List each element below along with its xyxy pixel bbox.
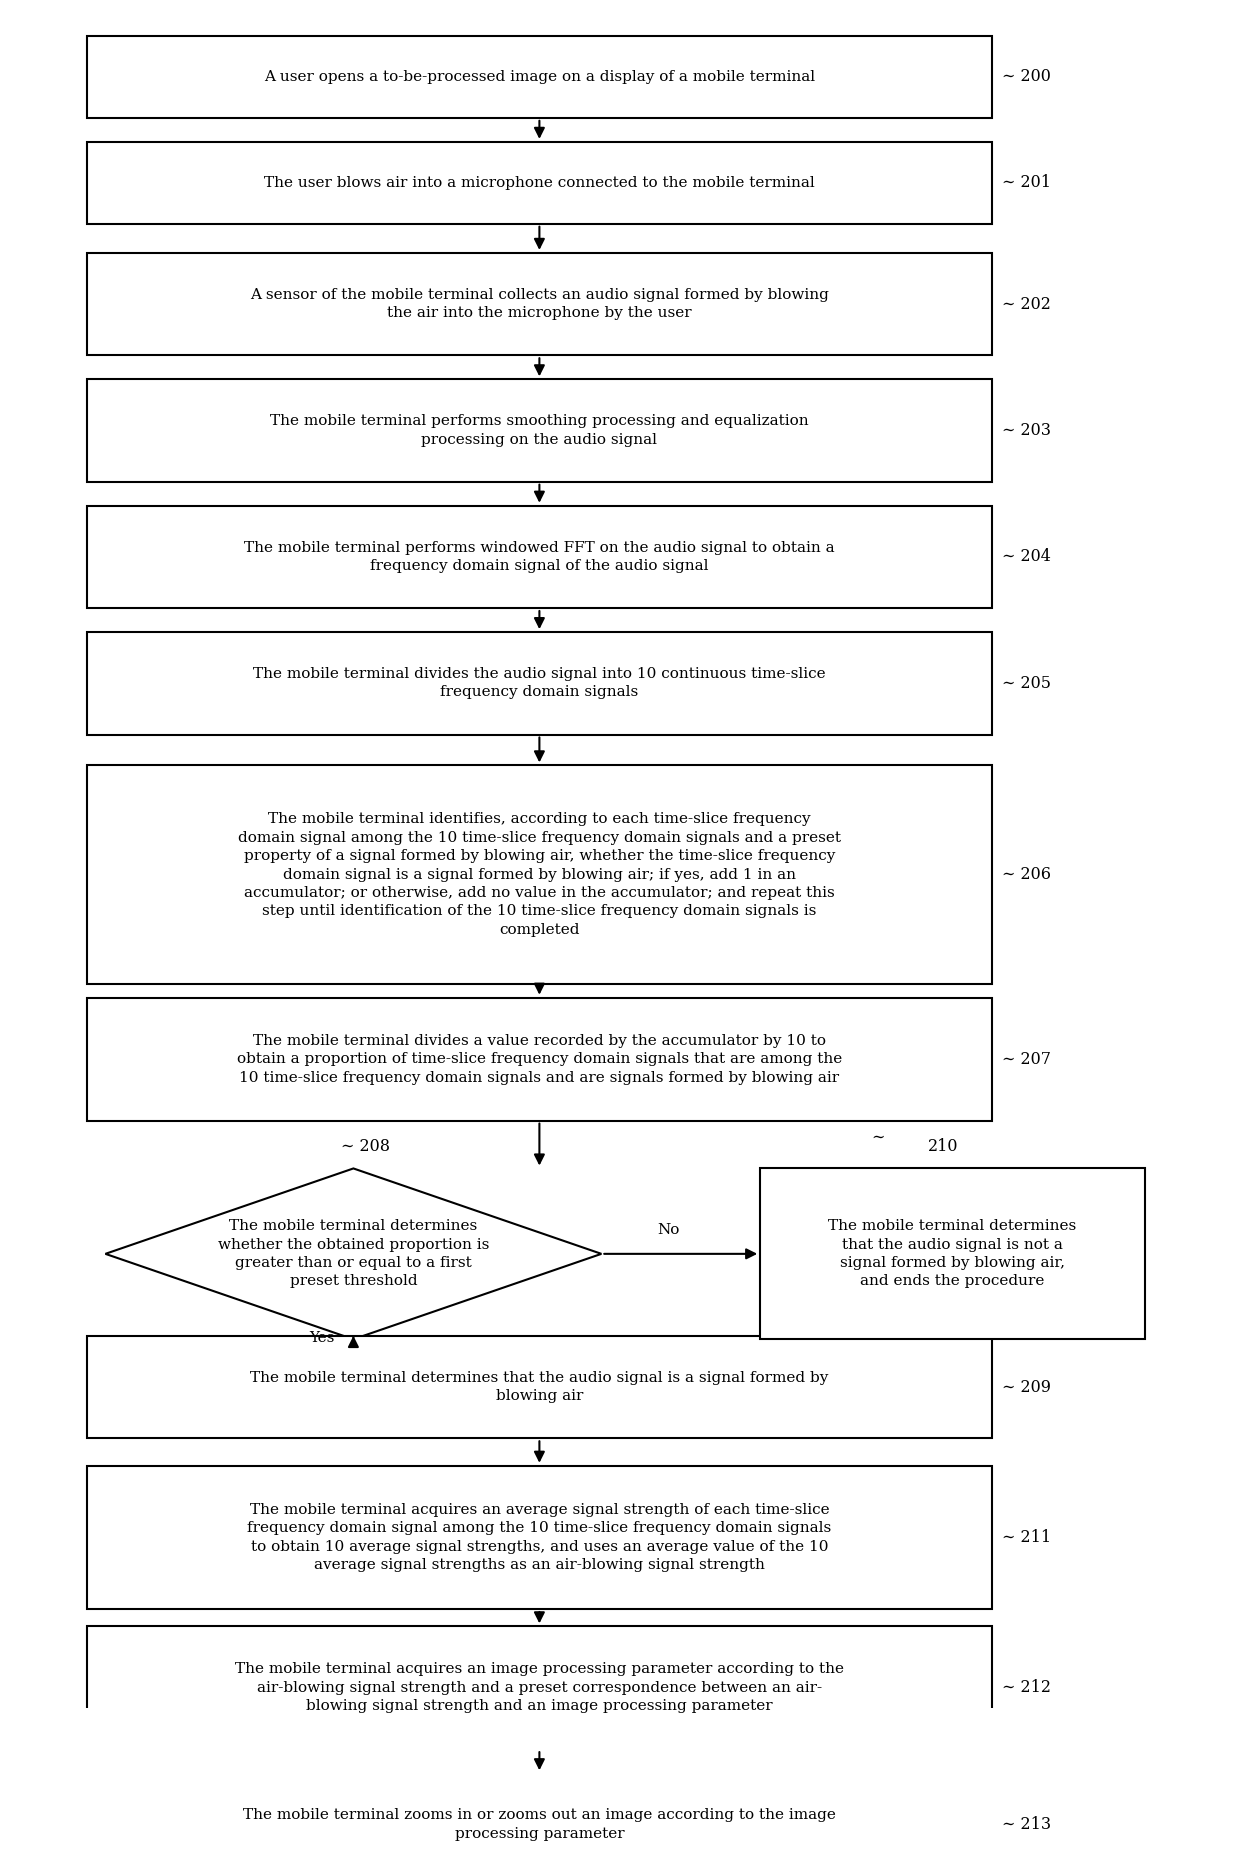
Text: ∼ 200: ∼ 200 (1002, 69, 1050, 86)
Text: The mobile terminal acquires an image processing parameter according to the
air-: The mobile terminal acquires an image pr… (234, 1663, 844, 1714)
Text: ∼ 203: ∼ 203 (1002, 421, 1052, 438)
Text: ∼ 201: ∼ 201 (1002, 174, 1052, 191)
Text: The mobile terminal zooms in or zooms out an image according to the image
proces: The mobile terminal zooms in or zooms ou… (243, 1807, 836, 1841)
Text: ∼: ∼ (872, 1129, 885, 1146)
Text: A user opens a to-be-processed image on a display of a mobile terminal: A user opens a to-be-processed image on … (264, 69, 815, 84)
Text: The mobile terminal performs windowed FFT on the audio signal to obtain a
freque: The mobile terminal performs windowed FF… (244, 541, 835, 573)
Text: ∼ 204: ∼ 204 (1002, 549, 1050, 566)
Text: The mobile terminal acquires an average signal strength of each time-slice
frequ: The mobile terminal acquires an average … (247, 1502, 832, 1571)
Bar (87, 253, 992, 356)
Text: The mobile terminal performs smoothing processing and equalization
processing on: The mobile terminal performs smoothing p… (270, 414, 808, 446)
Text: A sensor of the mobile terminal collects an audio signal formed by blowing
the a: A sensor of the mobile terminal collects… (250, 288, 828, 320)
Text: ∼ 211: ∼ 211 (1002, 1528, 1052, 1545)
Bar (760, 1169, 1145, 1339)
Bar (87, 378, 992, 481)
Bar (87, 1626, 992, 1749)
Bar (87, 1467, 992, 1609)
Text: The mobile terminal identifies, according to each time-slice frequency
domain si: The mobile terminal identifies, accordin… (238, 813, 841, 936)
Text: Yes: Yes (310, 1330, 335, 1345)
Text: The mobile terminal determines that the audio signal is a signal formed by
blowi: The mobile terminal determines that the … (250, 1371, 828, 1403)
Text: ∼ 202: ∼ 202 (1002, 296, 1050, 313)
Text: 210: 210 (928, 1137, 959, 1156)
Text: The mobile terminal divides a value recorded by the accumulator by 10 to
obtain : The mobile terminal divides a value reco… (237, 1034, 842, 1084)
Bar (87, 506, 992, 609)
Polygon shape (105, 1169, 601, 1339)
Text: ∼ 213: ∼ 213 (1002, 1817, 1052, 1834)
Bar (87, 998, 992, 1120)
Bar (87, 766, 992, 983)
Text: ∼ 207: ∼ 207 (1002, 1051, 1052, 1068)
Text: The user blows air into a microphone connected to the mobile terminal: The user blows air into a microphone con… (264, 176, 815, 189)
Bar (87, 1335, 992, 1438)
Text: The mobile terminal determines
whether the obtained proportion is
greater than o: The mobile terminal determines whether t… (218, 1219, 489, 1289)
Text: ∼ 205: ∼ 205 (1002, 674, 1052, 691)
Text: No: No (657, 1223, 680, 1236)
Text: The mobile terminal determines
that the audio signal is not a
signal formed by b: The mobile terminal determines that the … (828, 1219, 1076, 1289)
Text: ∼ 212: ∼ 212 (1002, 1680, 1052, 1697)
Bar (87, 631, 992, 734)
Bar (87, 36, 992, 118)
Text: ∼ 209: ∼ 209 (1002, 1379, 1052, 1395)
Bar (87, 142, 992, 223)
Text: ∼ 206: ∼ 206 (1002, 865, 1052, 884)
Text: The mobile terminal divides the audio signal into 10 continuous time-slice
frequ: The mobile terminal divides the audio si… (253, 667, 826, 699)
Bar (87, 1774, 992, 1873)
Text: ∼ 208: ∼ 208 (341, 1137, 391, 1156)
